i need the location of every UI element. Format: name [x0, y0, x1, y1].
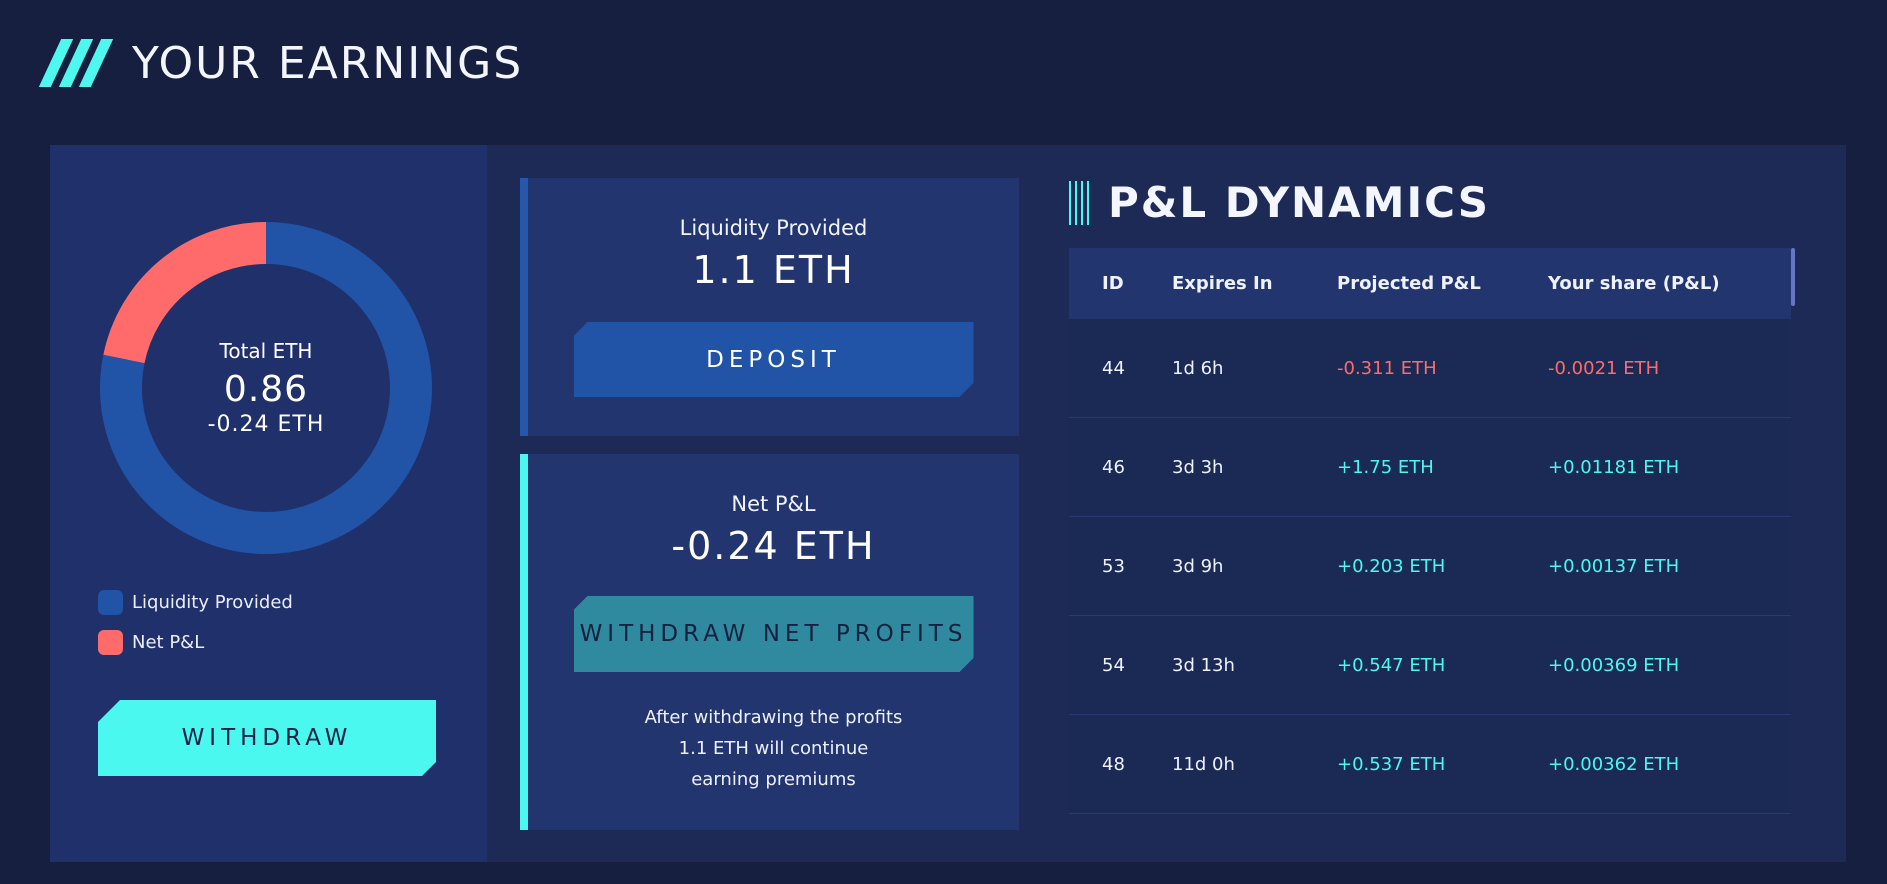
bars-icon	[1069, 180, 1089, 225]
cell-id: 48	[1102, 753, 1125, 775]
liquidity-box: Liquidity Provided 1.1 ETH DEPOSIT	[520, 178, 1019, 436]
cell-projected: -0.311 ETH	[1337, 357, 1437, 379]
donut-svg	[100, 222, 432, 554]
legend-swatch-liquidity	[98, 590, 123, 615]
legend-item-net-pl: Net P&L	[98, 630, 293, 655]
cell-id: 53	[1102, 555, 1125, 577]
note-line: 1.1 ETH will continue	[678, 738, 869, 759]
net-pl-label: Net P&L	[731, 492, 816, 516]
table-row[interactable]: 44 1d 6h -0.311 ETH -0.0021 ETH	[1069, 319, 1791, 418]
donut-value: 0.86	[223, 369, 309, 410]
cell-share: +0.00137 ETH	[1548, 555, 1680, 577]
legend-swatch-net-pl	[98, 630, 123, 655]
table-row[interactable]: 48 11d 0h +0.537 ETH +0.00362 ETH	[1069, 715, 1791, 814]
earnings-card: Total ETH 0.86 -0.24 ETH Liquidity Provi…	[50, 145, 1846, 862]
slashes-logo-icon	[38, 39, 114, 87]
donut-slice-net-pl	[100, 222, 432, 554]
scrollbar-thumb[interactable]	[1791, 248, 1795, 306]
cell-share: +0.00362 ETH	[1548, 753, 1680, 775]
cell-expires: 3d 3h	[1172, 456, 1224, 478]
donut-label: Total ETH	[219, 339, 313, 363]
cell-id: 44	[1102, 357, 1125, 379]
donut-center: Total ETH 0.86 -0.24 ETH	[98, 220, 434, 556]
cell-id: 46	[1102, 456, 1125, 478]
table-row[interactable]: 46 3d 3h +1.75 ETH +0.01181 ETH	[1069, 418, 1791, 517]
page-title: YOUR EARNINGS	[132, 37, 524, 89]
cell-projected: +1.75 ETH	[1337, 456, 1434, 478]
withdraw-button[interactable]: WITHDRAW	[98, 700, 436, 776]
table-body: 44 1d 6h -0.311 ETH -0.0021 ETH 46 3d 3h +1.75…	[1069, 319, 1791, 814]
legend-item-liquidity: Liquidity Provided	[98, 590, 293, 615]
note-line: After withdrawing the profits	[644, 707, 903, 728]
net-pl-value: -0.24 ETH	[671, 524, 876, 568]
cell-projected: +0.537 ETH	[1337, 753, 1446, 775]
column-header-expires[interactable]: Expires In	[1172, 273, 1273, 294]
legend-label: Liquidity Provided	[132, 592, 293, 613]
liquidity-value: 1.1 ETH	[692, 248, 855, 292]
cell-expires: 3d 13h	[1172, 654, 1235, 676]
cell-expires: 1d 6h	[1172, 357, 1224, 379]
deposit-button[interactable]: DEPOSIT	[574, 322, 974, 397]
table-scrollbar[interactable]	[1791, 248, 1795, 830]
cell-id: 54	[1102, 654, 1125, 676]
cell-expires: 3d 9h	[1172, 555, 1224, 577]
withdraw-note: After withdrawing the profits 1.1 ETH wi…	[624, 702, 924, 795]
page-header: YOUR EARNINGS	[38, 37, 524, 89]
cell-projected: +0.547 ETH	[1337, 654, 1446, 676]
note-line: earning premiums	[691, 769, 856, 790]
column-header-share[interactable]: Your share (P&L)	[1548, 273, 1720, 294]
withdraw-net-profits-button[interactable]: WITHDRAW NET PROFITS	[574, 596, 974, 672]
table-header: ID Expires In Projected P&L Your share (…	[1069, 248, 1791, 319]
column-header-projected[interactable]: Projected P&L	[1337, 273, 1481, 294]
table-row[interactable]: 54 3d 13h +0.547 ETH +0.00369 ETH	[1069, 616, 1791, 715]
legend-label: Net P&L	[132, 632, 205, 653]
cell-share: +0.01181 ETH	[1548, 456, 1680, 478]
chart-legend: Liquidity Provided Net P&L	[98, 590, 293, 670]
pl-dynamics-title: P&L DYNAMICS	[1108, 178, 1490, 227]
cell-expires: 11d 0h	[1172, 753, 1235, 775]
donut-sub-value: -0.24 ETH	[207, 412, 325, 437]
cell-share: +0.00369 ETH	[1548, 654, 1680, 676]
summary-panel: Total ETH 0.86 -0.24 ETH Liquidity Provi…	[50, 145, 487, 862]
cell-share: -0.0021 ETH	[1548, 357, 1660, 379]
pl-dynamics-header: P&L DYNAMICS	[1069, 178, 1490, 227]
liquidity-label: Liquidity Provided	[679, 216, 868, 240]
column-header-id[interactable]: ID	[1102, 273, 1124, 294]
table-row[interactable]: 53 3d 9h +0.203 ETH +0.00137 ETH	[1069, 517, 1791, 616]
pl-dynamics-table: ID Expires In Projected P&L Your share (…	[1069, 248, 1791, 830]
cell-projected: +0.203 ETH	[1337, 555, 1446, 577]
net-pl-box: Net P&L -0.24 ETH WITHDRAW NET PROFITS A…	[520, 454, 1019, 830]
donut-chart: Total ETH 0.86 -0.24 ETH	[98, 220, 434, 556]
